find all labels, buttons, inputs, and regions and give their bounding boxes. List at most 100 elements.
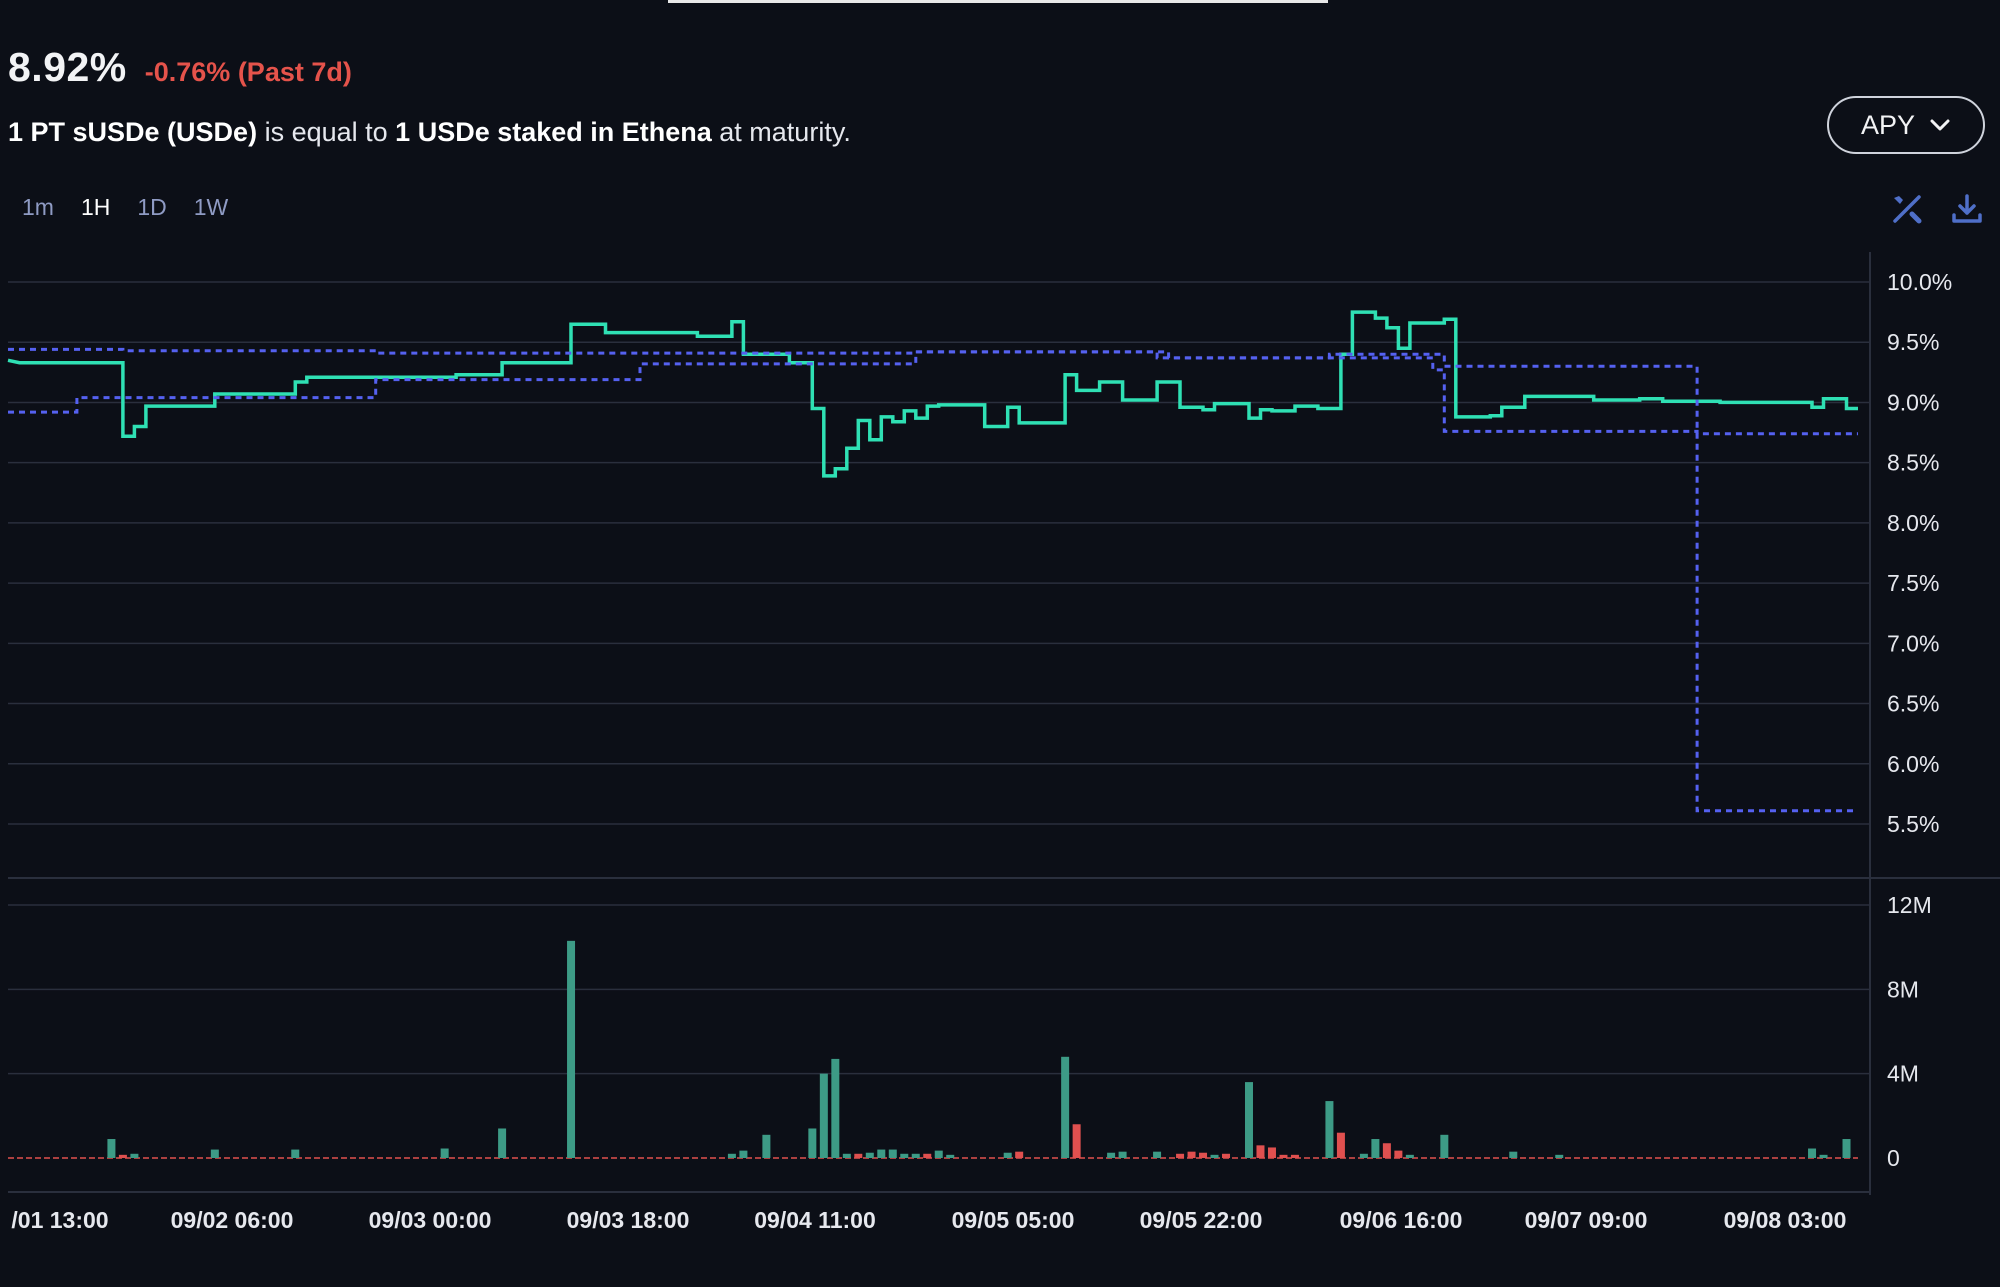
volume-bar xyxy=(865,1152,874,1158)
volume-bar xyxy=(1819,1154,1828,1158)
maturity-description: 1 PT sUSDe (USDe) is equal to 1 USDe sta… xyxy=(8,117,851,148)
volume-bar xyxy=(1256,1145,1265,1158)
volume-bar xyxy=(1359,1153,1368,1158)
time-tick-label: 09/05 22:00 xyxy=(1140,1207,1263,1233)
volume-bar xyxy=(1325,1101,1334,1158)
volume-bar xyxy=(1555,1154,1564,1158)
volume-bar xyxy=(1405,1154,1414,1158)
volume-bar xyxy=(1061,1056,1070,1158)
volume-bar xyxy=(819,1073,828,1158)
volume-bar xyxy=(1153,1151,1162,1158)
price-tick-label: 7.5% xyxy=(1887,570,1939,596)
time-tick-label: 09/06 16:00 xyxy=(1340,1207,1463,1233)
volume-bar xyxy=(1222,1153,1231,1158)
volume-bar xyxy=(1199,1152,1208,1158)
tab-timeframe-1w[interactable]: 1W xyxy=(193,194,229,220)
chevron-down-icon xyxy=(1930,119,1950,131)
underlying-apy-line-1 xyxy=(8,347,1858,813)
price-tick-label: 9.0% xyxy=(1887,389,1939,415)
volume-bars xyxy=(107,940,1851,1158)
volume-bar xyxy=(1842,1139,1851,1158)
volume-bar xyxy=(1015,1151,1024,1158)
volume-bar xyxy=(1808,1148,1817,1158)
volume-bar xyxy=(1279,1154,1288,1158)
volume-bar xyxy=(291,1149,300,1158)
time-tick-label: 09/05 05:00 xyxy=(952,1207,1075,1233)
volume-bar xyxy=(1244,1082,1253,1158)
price-tick-label: 9.5% xyxy=(1887,329,1939,355)
volume-bar xyxy=(1107,1152,1116,1158)
volume-bar xyxy=(107,1139,116,1158)
price-tick-label: 6.0% xyxy=(1887,751,1939,777)
volume-bar xyxy=(1394,1150,1403,1158)
tab-timeframe-1m[interactable]: 1m xyxy=(22,194,54,220)
volume-bar xyxy=(739,1150,748,1158)
volume-bar xyxy=(130,1153,139,1158)
desc-part3: 1 USDe staked in Ethena xyxy=(395,117,712,147)
volume-bar xyxy=(1003,1152,1012,1158)
timeframe-selector: 1m 1H 1D 1W xyxy=(22,194,228,221)
apy-lines xyxy=(7,310,1858,813)
volume-bar xyxy=(1290,1154,1299,1158)
volume-bar xyxy=(567,940,576,1158)
volume-bar xyxy=(946,1154,955,1158)
volume-bar xyxy=(934,1150,943,1158)
volume-bar xyxy=(1176,1153,1185,1158)
chart-tools xyxy=(1890,192,1984,226)
time-axis-labels: /01 13:00 09/02 06:00 09/03 00:00 09/03 18:… xyxy=(11,1207,1846,1233)
time-tick-label: 09/07 09:00 xyxy=(1525,1207,1648,1233)
volume-bar xyxy=(911,1153,920,1158)
volume-tick-label: 12M xyxy=(1887,892,1932,918)
tab-timeframe-1d[interactable]: 1D xyxy=(137,194,167,220)
volume-bar xyxy=(1118,1151,1127,1158)
metric-select[interactable]: APY xyxy=(1827,96,1985,154)
volume-bar xyxy=(762,1134,771,1158)
volume-bar xyxy=(210,1149,219,1158)
volume-bar xyxy=(900,1153,909,1158)
volume-bar xyxy=(831,1058,840,1158)
volume-tick-label: 4M xyxy=(1887,1061,1919,1087)
volume-bar xyxy=(498,1128,507,1158)
desc-part1: 1 PT sUSDe (USDe) xyxy=(8,117,258,147)
price-tick-label: 8.5% xyxy=(1887,450,1939,476)
time-tick-label: /01 13:00 xyxy=(11,1207,108,1233)
volume-bar xyxy=(1509,1151,1518,1158)
volume-bar xyxy=(440,1148,449,1158)
volume-bar xyxy=(1210,1154,1219,1158)
desc-part4: at maturity. xyxy=(711,117,851,147)
time-tick-label: 09/02 06:00 xyxy=(171,1207,294,1233)
volume-bar xyxy=(1382,1143,1391,1158)
volume-bar xyxy=(1440,1134,1449,1158)
volume-axis-labels: 12M 8M 4M 0 xyxy=(1887,892,1932,1171)
price-tick-label: 7.0% xyxy=(1887,630,1939,656)
underlying-apy-line-2 xyxy=(8,350,1858,436)
download-icon[interactable] xyxy=(1950,192,1984,226)
header: 8.92% -0.76% (Past 7d) 1 PT sUSDe (USDe)… xyxy=(8,44,851,148)
tab-timeframe-1h[interactable]: 1H xyxy=(80,194,111,220)
volume-bar xyxy=(118,1154,127,1158)
implied-apy-line xyxy=(7,310,1858,478)
price-axis-labels: 10.0% 9.5% 9.0% 8.5% 8.0% 7.5% 7.0% 6.5% 6.0% 5.5… xyxy=(1887,269,1952,837)
volume-bar xyxy=(1371,1139,1380,1158)
price-tick-label: 8.0% xyxy=(1887,510,1939,536)
time-tick-label: 09/03 00:00 xyxy=(369,1207,492,1233)
volume-bar xyxy=(923,1153,932,1158)
volume-bar xyxy=(1336,1132,1345,1158)
apy-row: 8.92% -0.76% (Past 7d) xyxy=(8,44,851,91)
apy-change: -0.76% (Past 7d) xyxy=(144,57,352,87)
volume-bar xyxy=(1072,1124,1081,1158)
volume-bar xyxy=(888,1149,897,1158)
price-tick-label: 10.0% xyxy=(1887,269,1952,295)
volume-bar xyxy=(808,1128,817,1158)
volume-bar xyxy=(877,1149,886,1158)
volume-bar xyxy=(1187,1151,1196,1158)
price-grid xyxy=(8,281,1870,825)
tools-icon[interactable] xyxy=(1890,192,1924,226)
volume-bar xyxy=(854,1153,863,1158)
volume-grid xyxy=(8,904,1870,1159)
top-indicator-bar xyxy=(668,0,1328,3)
volume-bar xyxy=(1267,1147,1276,1158)
price-tick-label: 5.5% xyxy=(1887,811,1939,837)
volume-bar xyxy=(727,1153,736,1158)
